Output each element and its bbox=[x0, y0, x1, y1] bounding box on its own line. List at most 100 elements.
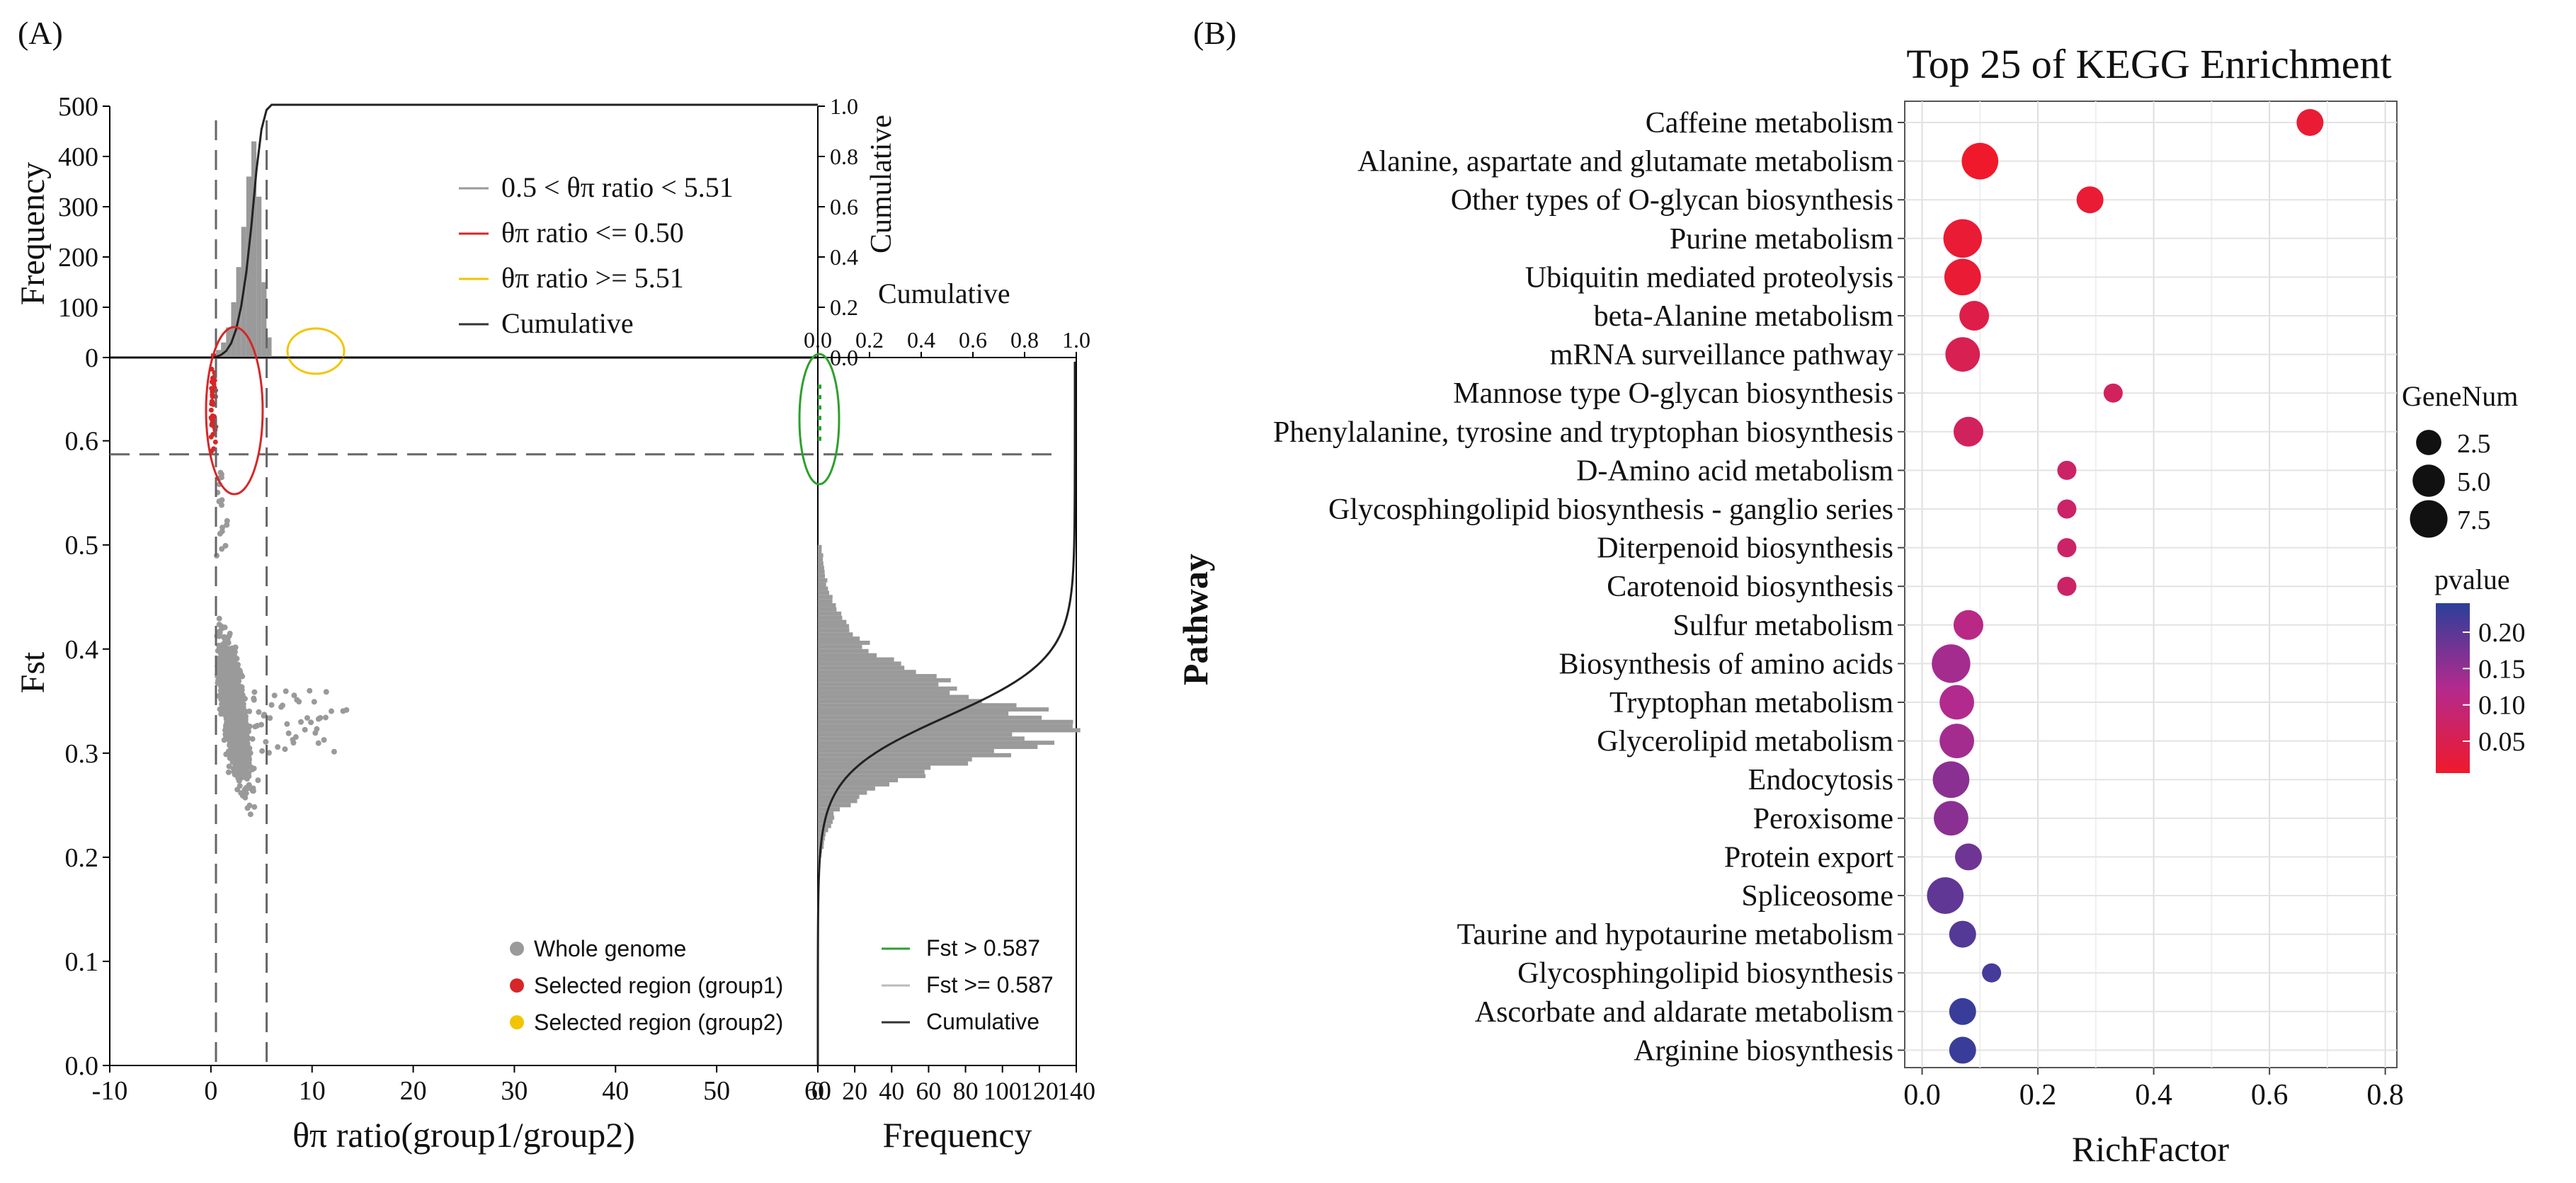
kegg-x-tick-label: 0.0 bbox=[1903, 1079, 1941, 1111]
kegg-bubble bbox=[1927, 877, 1964, 914]
scatter-point-whole-genome bbox=[331, 748, 337, 755]
kegg-bubble bbox=[1949, 998, 1976, 1025]
scatter-point-whole-genome bbox=[227, 741, 233, 748]
scatter-point-whole-genome bbox=[239, 731, 245, 737]
scatter-point-whole-genome bbox=[275, 744, 281, 750]
scatter-point-whole-genome bbox=[246, 708, 253, 714]
right-x-tick-label: 100 bbox=[984, 1077, 1022, 1105]
top-right-tick-label: 0.2 bbox=[830, 295, 858, 320]
top-legend: 0.5 < θπ ratio < 5.51 θπ ratio <= 0.50 θπ … bbox=[459, 171, 734, 339]
kegg-pathway-label: beta-Alanine metabolism bbox=[1594, 300, 1894, 333]
legend-label: Selected region (group2) bbox=[534, 1010, 783, 1035]
fst-highlight-ellipse bbox=[798, 353, 840, 486]
top-y-tick-label: 200 bbox=[58, 243, 98, 273]
legend-label: Fst >= 0.587 bbox=[926, 972, 1054, 998]
scatter-point-whole-genome bbox=[222, 657, 229, 663]
scatter-point-whole-genome bbox=[222, 648, 229, 655]
scatter-point-whole-genome bbox=[228, 731, 234, 737]
right-xlabel: Frequency bbox=[882, 1115, 1032, 1155]
scatter-point-whole-genome bbox=[242, 787, 249, 794]
scatter-point-whole-genome bbox=[291, 692, 297, 699]
scatter-point-whole-genome bbox=[232, 755, 239, 761]
panel-b-label: (B) bbox=[1193, 15, 1236, 51]
right-hist-bar bbox=[818, 603, 836, 607]
scatter-xlabel: θπ ratio(group1/group2) bbox=[292, 1115, 635, 1155]
scatter-point-whole-genome bbox=[227, 630, 233, 636]
scatter-point-whole-genome bbox=[236, 687, 242, 693]
y-tick-label: 0.3 bbox=[65, 739, 99, 769]
scatter-point-whole-genome bbox=[217, 651, 224, 657]
right-hist-bar-selected bbox=[818, 426, 821, 430]
kegg-bubble bbox=[1949, 1036, 1976, 1064]
kegg-bubble bbox=[1953, 610, 1983, 640]
right-hist-bar bbox=[818, 566, 824, 570]
pvalue-legend-title: pvalue bbox=[2434, 564, 2510, 595]
right-top-tick-label: 0.4 bbox=[907, 327, 935, 353]
right-hist-bar bbox=[818, 561, 823, 566]
scatter-point-whole-genome bbox=[241, 774, 247, 780]
right-hist-bar bbox=[818, 670, 916, 675]
scatter-point-whole-genome bbox=[217, 646, 223, 653]
top-right-tick-label: 0.8 bbox=[830, 144, 858, 169]
scatter-point-whole-genome bbox=[271, 692, 278, 699]
right-hist-bar bbox=[818, 644, 862, 649]
right-hist-bar bbox=[818, 757, 972, 762]
scatter-point-group1 bbox=[211, 413, 217, 419]
x-tick-label: 20 bbox=[400, 1076, 427, 1106]
scatter-point-whole-genome bbox=[328, 708, 334, 714]
scatter-point-whole-genome bbox=[224, 636, 231, 643]
scatter-point-whole-genome bbox=[249, 766, 256, 772]
legend-label: Whole genome bbox=[534, 936, 686, 961]
legend-label: θπ ratio <= 0.50 bbox=[501, 217, 684, 248]
right-hist-bar-selected bbox=[818, 436, 821, 441]
scatter-point-whole-genome bbox=[222, 701, 228, 707]
scatter-point-whole-genome bbox=[284, 721, 290, 727]
scatter-point-whole-genome bbox=[282, 746, 288, 753]
right-hist-bar bbox=[818, 707, 1049, 711]
kegg-bubble bbox=[2296, 109, 2324, 136]
scatter-point-whole-genome bbox=[251, 804, 258, 810]
top-right-tick-label: 0.6 bbox=[830, 194, 858, 219]
legend-dot bbox=[510, 978, 524, 993]
genenum-legend-value: 2.5 bbox=[2457, 429, 2491, 459]
scatter-point-whole-genome bbox=[254, 723, 261, 729]
kegg-pathway-label: Alanine, aspartate and glutamate metabol… bbox=[1357, 146, 1893, 178]
scatter-point-group1 bbox=[212, 439, 218, 445]
scatter-point-whole-genome bbox=[241, 755, 247, 761]
kegg-bubble bbox=[1943, 219, 1982, 258]
legend-label: Selected region (group1) bbox=[534, 973, 783, 998]
right-cumulative-line bbox=[816, 361, 1076, 1065]
scatter-point-whole-genome bbox=[239, 747, 246, 753]
kegg-pathway-label: Carotenoid biosynthesis bbox=[1607, 571, 1893, 603]
legend-label: Cumulative bbox=[926, 1009, 1039, 1034]
kegg-x-tick-label: 0.4 bbox=[2135, 1079, 2172, 1111]
x-tick-label: -10 bbox=[92, 1076, 128, 1106]
kegg-pathway-label: Glycosphingolipid biosynthesis bbox=[1517, 957, 1893, 990]
scatter-point-whole-genome bbox=[233, 704, 239, 710]
scatter-point-whole-genome bbox=[226, 763, 232, 770]
scatter-point-whole-genome bbox=[218, 660, 224, 666]
scatter-point-group1 bbox=[209, 386, 215, 392]
scatter-point-group1 bbox=[210, 401, 216, 407]
right-hist-bar bbox=[818, 653, 877, 658]
right-hist-bar bbox=[818, 778, 899, 782]
right-hist-bar bbox=[818, 544, 822, 549]
scatter-point-whole-genome bbox=[229, 713, 235, 719]
kegg-pathway-label: Mannose type O-glycan biosynthesis bbox=[1453, 377, 1893, 410]
scatter-point-whole-genome bbox=[308, 719, 314, 726]
scatter-legend: Whole genome Selected region (group1) Sele… bbox=[510, 936, 783, 1035]
legend-dot bbox=[510, 1015, 524, 1029]
scatter-point-whole-genome bbox=[224, 518, 230, 524]
right-hist-bar bbox=[818, 799, 857, 804]
scatter-point-whole-genome bbox=[304, 715, 310, 721]
scatter-point-whole-genome bbox=[250, 788, 256, 794]
scatter-point-whole-genome bbox=[294, 697, 300, 703]
panel-a-label: (A) bbox=[18, 15, 63, 51]
scatter-point-group1 bbox=[210, 389, 215, 395]
legend-label: 0.5 < θπ ratio < 5.51 bbox=[501, 171, 734, 203]
right-hist-bar bbox=[818, 590, 829, 595]
right-hist-bar bbox=[818, 611, 842, 616]
x-tick-label: 50 bbox=[703, 1076, 730, 1106]
legend-label: Cumulative bbox=[501, 307, 634, 339]
